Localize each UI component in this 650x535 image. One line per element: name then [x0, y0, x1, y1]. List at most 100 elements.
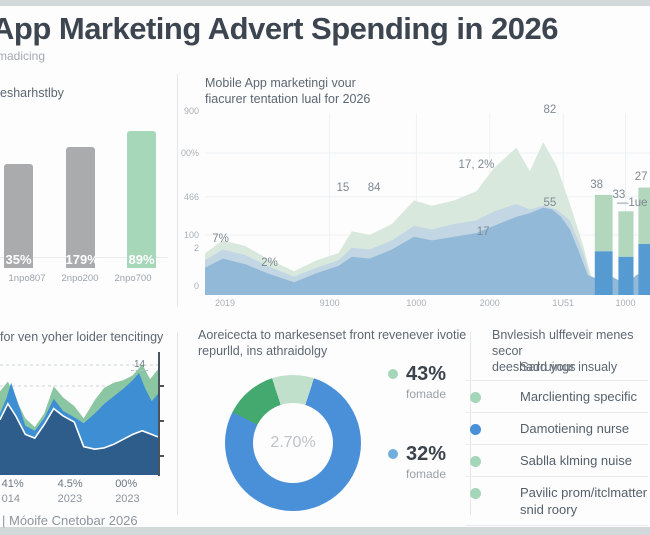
area-title-line2: fiacurer tentation lual for 2026	[205, 92, 371, 106]
bar-chart: 35% 179% 89%	[4, 122, 156, 268]
dark-blue-layer	[0, 403, 158, 475]
data-label: 82	[543, 103, 557, 116]
axis-tick	[160, 385, 164, 387]
list-item: Sablla klming nuise	[466, 444, 648, 476]
trend-plot	[0, 352, 159, 475]
top-edge-strip	[0, 0, 650, 6]
legend-label: fomade	[406, 467, 447, 481]
divider-vertical	[470, 332, 471, 515]
bar: 179%	[65, 146, 99, 268]
bar-value-label: 35%	[5, 252, 32, 267]
footer-text: | Móoife Cnetobar 2026	[2, 513, 138, 528]
y-axis-tick: 900	[183, 106, 199, 117]
legend-dot	[388, 369, 398, 379]
data-label: —1ue	[616, 196, 648, 209]
trend-xlabels: 41% 014 4.5% 2023 00% 2023	[0, 478, 160, 514]
tick-year: 2023	[115, 493, 140, 505]
trend-chart-svg	[0, 364, 159, 475]
data-label: 27	[634, 171, 648, 184]
category-list: Marclienting specific Damotiening nurse Sa…	[466, 380, 648, 526]
list-title-line1: Bnvlesish ulffeveir menes secor	[492, 328, 634, 358]
x-axis-tick: 4.5% 2023	[58, 478, 83, 505]
data-label: 17, 2%	[458, 158, 495, 171]
x-axis-tick: 41% 014	[2, 478, 24, 505]
list-item-label: Damotiening nurse	[520, 421, 630, 436]
area-plot: 7% 2% 15 84 17, 2% 17 82 55 38 33 —1ue 27	[205, 104, 650, 295]
x-axis-tick: 2000	[479, 298, 500, 308]
data-label: 7%	[212, 233, 229, 246]
bar-column: 179%	[65, 122, 99, 268]
legend-dot	[388, 449, 398, 459]
area-annotations: 7% 2% 15 84 17, 2% 17 82 55 38 33 —1ue 27	[205, 104, 650, 295]
x-axis-tick: 9100	[319, 298, 340, 308]
area-panel-title: Mobile App marketingi vour fiacurer tent…	[205, 75, 370, 107]
donut-title-line2: repurlld, ins athraidolgy	[198, 344, 328, 358]
donut-legend: 43% fomade 32% fomade	[388, 363, 468, 523]
legend-dot	[470, 456, 481, 467]
data-label: 84	[367, 182, 381, 195]
tick-percent: 00%	[115, 478, 138, 490]
bar-column: 35%	[4, 122, 33, 268]
x-axis-tick: 1000	[406, 298, 427, 308]
y-axis-tick: 466	[183, 191, 199, 202]
trend-panel-title: for ven yoher loider tencitingy	[0, 330, 164, 344]
area-chart-svg	[205, 113, 650, 295]
tick-percent: 4.5%	[57, 478, 83, 490]
bar-column: 89%	[127, 122, 156, 268]
donut-panel-title: Aoreicecta to markesenset front reveneve…	[198, 327, 468, 359]
list-item-label: Marclienting specific	[520, 389, 638, 404]
donut-center-label: 2.70%	[253, 403, 333, 483]
end-bar-green	[618, 211, 634, 257]
end-bar-green	[594, 194, 613, 252]
list-item: Marclienting specific	[466, 380, 648, 412]
data-label: 55	[543, 196, 557, 209]
bar-category-label: 2npo700	[114, 273, 152, 284]
bar: 35%	[4, 164, 33, 268]
legend-dot	[470, 424, 481, 435]
data-label: 38	[590, 178, 603, 191]
legend-dot	[470, 488, 481, 499]
divider-vertical	[177, 332, 178, 515]
tick-year: 014	[1, 493, 20, 505]
bar-category-label: 2npo200	[61, 273, 99, 284]
white-separator-line	[0, 402, 159, 451]
bar-category-label: 1npo807	[8, 273, 46, 284]
legend-dot	[470, 392, 481, 403]
list-item-label: snid roory	[520, 502, 578, 517]
trend-top-label: 14	[131, 359, 149, 371]
end-bar-blue	[638, 244, 650, 295]
bar-xlabels: 1npo807 2npo200 2npo700	[4, 273, 156, 284]
page-title: App Marketing Advert Spending in 2026	[0, 11, 559, 46]
axis-tick	[160, 420, 164, 422]
axis-tick	[160, 455, 164, 457]
x-axis-tick: 00% 2023	[115, 478, 139, 505]
list-panel-title: Bnvlesish ulffeveir menes secor deeshadd…	[492, 327, 650, 375]
page-subtitle: madicing	[0, 49, 46, 63]
data-label: 33	[612, 189, 626, 202]
list-item: Pavilic prom/itclmatter snid roory	[466, 476, 648, 525]
donut-chart: 2.70%	[225, 375, 361, 511]
bar-value-label: 89%	[128, 252, 155, 267]
area-title-line1: Mobile App marketingi vour	[205, 76, 356, 90]
bar: 89%	[127, 130, 156, 268]
x-axis-tick: 1000	[615, 298, 636, 308]
bottom-edge-strip	[0, 527, 650, 535]
tick-year: 2023	[57, 493, 83, 505]
legend-value: 32%	[406, 443, 447, 465]
bar-panel-title: esharhstlby	[0, 86, 64, 100]
list-item: Damotiening nurse	[466, 412, 648, 444]
x-axis-tick: 2019	[215, 298, 236, 308]
area-yticks: 900 00% 466 100 2 0	[180, 106, 202, 295]
y-axis-tick: 00%	[180, 148, 199, 159]
legend-item: 43% fomade	[388, 363, 468, 401]
list-item-label: Sablla klming nuise	[520, 453, 633, 468]
y-axis-tick: 2	[193, 242, 199, 253]
end-bar-green	[638, 187, 650, 244]
front-band	[205, 207, 650, 295]
y-axis-tick: 100	[183, 229, 199, 240]
divider-vertical	[177, 74, 178, 306]
y-axis-tick: 0	[193, 280, 199, 291]
area-xticks: 2019 9100 1000 2000 1U51 1000	[205, 298, 650, 310]
legend-item: 32% fomade	[388, 443, 468, 481]
